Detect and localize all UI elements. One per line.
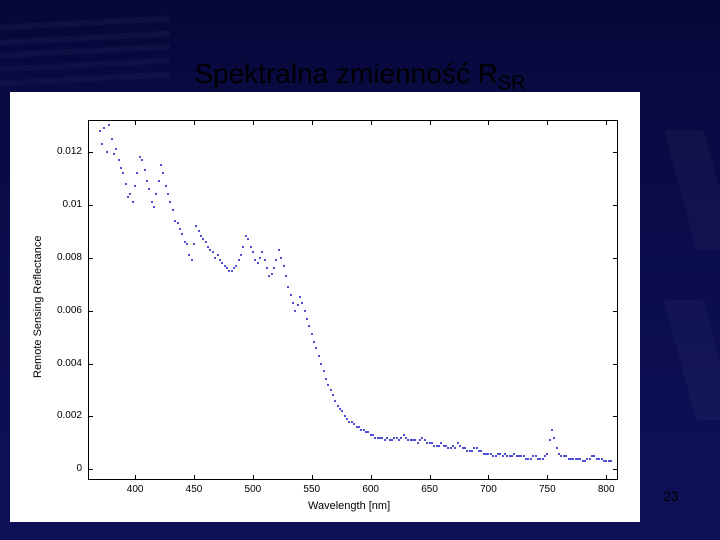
deco-streak (0, 16, 170, 31)
data-point (417, 442, 419, 444)
x-tick-label: 500 (238, 484, 268, 495)
x-tick-label: 600 (356, 484, 386, 495)
data-point (372, 434, 374, 436)
data-point (231, 270, 233, 272)
data-point (144, 169, 146, 171)
data-point (386, 437, 388, 439)
data-point (530, 458, 532, 460)
data-point (589, 458, 591, 460)
slide-title-main: Spektralna zmienność R (194, 58, 497, 89)
data-point (118, 159, 120, 161)
data-point (471, 450, 473, 452)
data-point (214, 257, 216, 259)
data-point (280, 257, 282, 259)
data-point (337, 405, 339, 407)
y-tick-label: 0.006 (36, 305, 82, 316)
data-point (499, 453, 501, 455)
page-number: 23 (656, 488, 686, 504)
data-point (257, 262, 259, 264)
data-point (259, 257, 261, 259)
data-point (224, 265, 226, 267)
data-point (403, 434, 405, 436)
x-tick-label: 400 (120, 484, 150, 495)
data-point (551, 429, 553, 431)
data-point (304, 310, 306, 312)
data-point (198, 230, 200, 232)
deco-streak (664, 300, 720, 420)
x-axis-label: Wavelength [nm] (308, 500, 390, 512)
data-point (502, 455, 504, 457)
data-point (495, 455, 497, 457)
deco-streak (0, 31, 170, 46)
data-point (177, 222, 179, 224)
data-point (132, 201, 134, 203)
data-point (358, 426, 360, 428)
data-point (165, 185, 167, 187)
x-tick-label: 550 (297, 484, 327, 495)
data-point (99, 130, 101, 132)
data-point (125, 183, 127, 185)
plot-area (88, 120, 618, 480)
data-point (146, 180, 148, 182)
data-point (457, 442, 459, 444)
data-point (320, 363, 322, 365)
data-point (433, 445, 435, 447)
y-tick-label: 0 (36, 463, 82, 474)
data-point (179, 228, 181, 230)
y-tick-label: 0.012 (36, 146, 82, 157)
data-point (598, 458, 600, 460)
data-point (141, 159, 143, 161)
data-point (431, 442, 433, 444)
data-point (438, 445, 440, 447)
data-point (151, 201, 153, 203)
data-point (101, 143, 103, 145)
data-point (139, 156, 141, 158)
x-tick-label: 450 (179, 484, 209, 495)
data-point (318, 355, 320, 357)
data-point (174, 220, 176, 222)
data-point (535, 455, 537, 457)
deco-streak (664, 130, 720, 250)
y-tick-label: 0.002 (36, 410, 82, 421)
data-point (523, 455, 525, 457)
data-point (396, 437, 398, 439)
chart-container: Remote Sensing Reflectance Wavelength [n… (10, 92, 640, 522)
data-point (306, 318, 308, 320)
x-tick-label: 650 (415, 484, 445, 495)
data-point (158, 180, 160, 182)
data-point (172, 209, 174, 211)
data-point (283, 265, 285, 267)
data-point (393, 437, 395, 439)
data-point (217, 254, 219, 256)
data-point (250, 246, 252, 248)
y-tick-label: 0.008 (36, 252, 82, 263)
deco-streak (0, 44, 170, 59)
data-point (205, 241, 207, 243)
data-point (111, 138, 113, 140)
data-point (290, 294, 292, 296)
data-point (476, 447, 478, 449)
data-point (330, 389, 332, 391)
data-point (160, 164, 162, 166)
data-point (120, 167, 122, 169)
slide: Spektralna zmienność RSR Remote Sensing … (0, 0, 720, 540)
data-point (459, 445, 461, 447)
x-tick-label: 700 (473, 484, 503, 495)
data-point (278, 249, 280, 251)
slide-title: Spektralna zmienność RSR (0, 58, 720, 96)
y-tick-label: 0.004 (36, 358, 82, 369)
x-tick-label: 800 (591, 484, 621, 495)
x-tick-label: 750 (532, 484, 562, 495)
y-tick-label: 0.01 (36, 199, 82, 210)
data-point (271, 273, 273, 275)
data-point (127, 196, 129, 198)
data-point (542, 458, 544, 460)
data-point (292, 302, 294, 304)
data-point (106, 151, 108, 153)
